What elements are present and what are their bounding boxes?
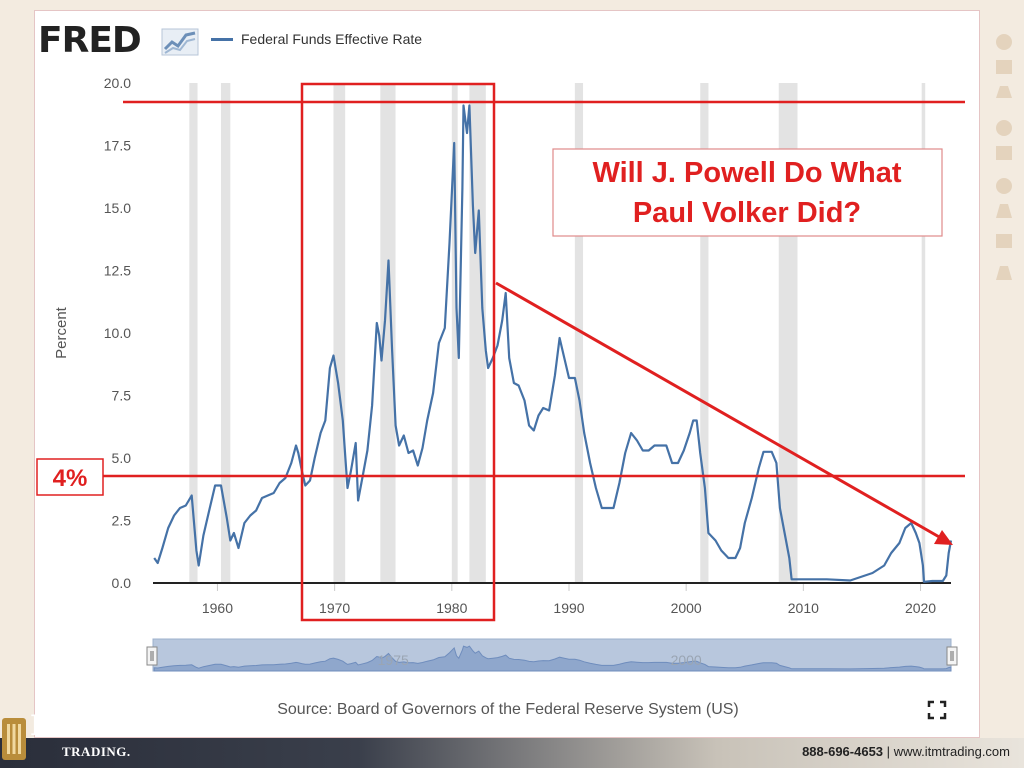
y-axis-label: Percent bbox=[53, 306, 70, 359]
recession-band bbox=[451, 83, 458, 583]
decorative-pattern bbox=[996, 34, 1012, 280]
website-link[interactable]: www.itmtrading.com bbox=[893, 744, 1010, 759]
recession-band bbox=[333, 83, 346, 583]
phone-number: 888-696-4653 bbox=[802, 744, 884, 759]
x-tick-label: 2010 bbox=[788, 600, 819, 616]
recession-band bbox=[921, 83, 926, 583]
y-tick-label: 17.5 bbox=[104, 138, 131, 154]
x-tick-label: 1990 bbox=[553, 600, 584, 616]
recession-band bbox=[574, 83, 584, 583]
x-tick-label: 1960 bbox=[202, 600, 233, 616]
expand-icon[interactable] bbox=[927, 700, 947, 720]
series-line bbox=[153, 104, 953, 583]
legend-swatch bbox=[211, 37, 233, 41]
line-chart: 0.0 2.5 5.0 7.5 10.0 12.5 15.0 17.5 20.0 1960 1970… bbox=[36, 75, 965, 672]
x-tick-label: 1970 bbox=[319, 600, 350, 616]
y-tick-label: 20.0 bbox=[104, 75, 131, 91]
y-tick-label: 12.5 bbox=[104, 263, 131, 279]
y-tick-label: 10.0 bbox=[104, 325, 131, 341]
x-tick-label: 1980 bbox=[436, 600, 467, 616]
trend-arrowhead bbox=[934, 530, 953, 545]
four-percent-box bbox=[36, 458, 104, 496]
source-note: Source: Board of Governors of the Federa… bbox=[277, 701, 739, 718]
footer-bar: ITM TRADING. 888-696-4653 | www.itmtradi… bbox=[0, 712, 1024, 768]
recession-band bbox=[700, 83, 709, 583]
headline-line-2: Paul Volker Did? bbox=[633, 197, 861, 229]
trend-arrow-line bbox=[495, 281, 942, 540]
navigator-handle-left[interactable] bbox=[146, 646, 158, 666]
navigator-handle-right[interactable] bbox=[946, 646, 958, 666]
y-tick-label: 0.0 bbox=[112, 575, 132, 591]
chart-sparkline-icon bbox=[161, 28, 199, 56]
contact-info: 888-696-4653 | www.itmtrading.com bbox=[802, 744, 1010, 759]
y-tick-label: 15.0 bbox=[104, 200, 131, 216]
recession-band bbox=[220, 83, 231, 583]
navigator-label: 2000 bbox=[671, 652, 702, 668]
recession-band bbox=[380, 83, 396, 583]
navigator-area bbox=[153, 645, 952, 672]
headline-line-1: Will J. Powell Do What bbox=[592, 157, 901, 189]
itm-logo: ITM bbox=[30, 709, 95, 742]
range-navigator[interactable]: 1975 2000 bbox=[146, 638, 958, 672]
itm-logo-subtitle: TRADING. bbox=[62, 744, 131, 759]
y-tick-label: 5.0 bbox=[112, 450, 132, 466]
x-tick-label: 2020 bbox=[905, 600, 936, 616]
fred-logo: FRED bbox=[38, 20, 142, 61]
navigator-label: 1975 bbox=[378, 652, 409, 668]
x-tick-label: 2000 bbox=[671, 600, 702, 616]
y-tick-label: 7.5 bbox=[112, 388, 132, 404]
four-percent-label: 4% bbox=[53, 465, 88, 492]
legend-label: Federal Funds Effective Rate bbox=[241, 31, 423, 47]
y-tick-label: 2.5 bbox=[112, 513, 132, 529]
volcker-era-box bbox=[300, 82, 496, 622]
headline-box bbox=[552, 148, 943, 237]
itm-emblem-icon bbox=[2, 718, 26, 760]
recession-band bbox=[189, 83, 198, 583]
chart-legend[interactable]: Federal Funds Effective Rate bbox=[211, 31, 422, 47]
chart-frame: FRED Federal Funds Effective Rate 0.0 2.5… bbox=[34, 10, 980, 738]
contact-separator: | bbox=[886, 744, 891, 759]
